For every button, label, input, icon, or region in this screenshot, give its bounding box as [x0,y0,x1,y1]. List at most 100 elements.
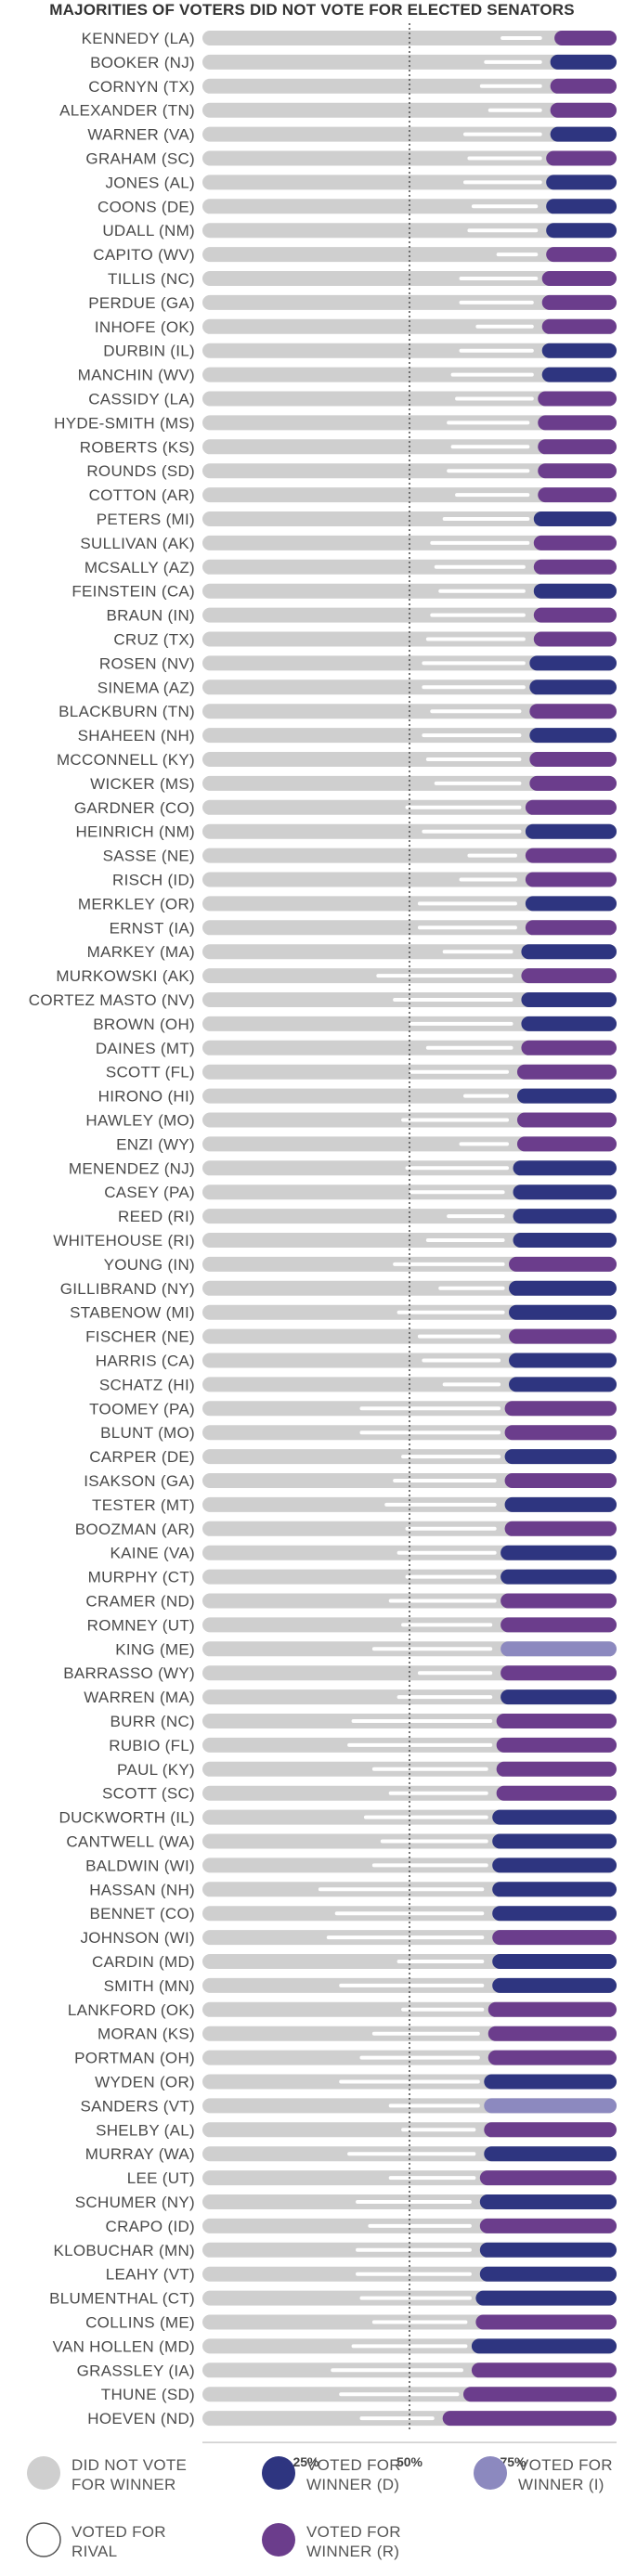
senator-row: FEINSTEIN (CA) [72,583,617,601]
senator-label: TESTER (MT) [92,1496,195,1514]
voted-for-winner-bar [516,1112,617,1128]
senator-row: BROWN (OH) [93,1016,617,1033]
voted-for-winner-bar [521,944,617,960]
voted-for-winner-bar [488,2050,617,2065]
senator-row: JONES (AL) [105,174,617,191]
senator-label: COONS (DE) [98,198,195,215]
voted-for-rival-bar [318,1887,485,1892]
chart-title: MAJORITIES OF VOTERS DID NOT VOTE FOR EL… [49,1,575,19]
voted-for-rival-bar [462,180,542,185]
voted-for-winner-bar [475,2290,617,2306]
voted-for-rival-bar [356,2247,472,2252]
voted-for-rival-bar [496,252,539,257]
voted-for-rival-bar [417,1334,501,1339]
senator-label: DURBIN (IL) [103,343,195,360]
did-not-vote-bar [202,343,617,358]
voted-for-winner-bar [504,1401,617,1417]
senator-row: SCHUMER (NY) [75,2194,617,2211]
did-not-vote-bar [202,752,617,767]
voted-for-rival-bar [447,469,530,473]
senator-label: CORNYN (TX) [88,78,195,96]
senator-label: BLUMENTHAL (CT) [49,2290,195,2308]
senator-row: HIRONO (HI) [98,1088,617,1106]
senator-row: DAINES (MT) [96,1040,617,1057]
senator-label: ENZI (WY) [116,1135,195,1153]
voted-for-winner-bar [546,175,617,190]
voted-for-rival-bar [405,805,522,809]
senator-label: CARPER (DE) [89,1448,195,1466]
voted-for-rival-bar [450,445,530,449]
senator-label: KAINE (VA) [110,1545,195,1562]
legend-label: FOR WINNER [72,2476,176,2493]
voted-for-winner-bar [533,511,617,526]
voted-for-winner-bar [479,2218,617,2233]
voted-for-winner-bar [504,1449,617,1465]
senator-row: HAWLEY (MO) [85,1112,617,1130]
voted-for-rival-bar [467,156,542,161]
voted-for-rival-bar [410,1069,510,1074]
senator-label: RISCH (ID) [112,872,195,889]
senator-label: CASEY (PA) [104,1184,195,1201]
senator-row: SCOTT (FL) [106,1064,617,1081]
senator-row: SINEMA (AZ) [98,679,617,696]
legend-label: WINNER (D) [306,2476,399,2493]
voted-for-rival-bar [376,974,514,978]
voted-for-winner-bar [533,607,617,623]
voted-for-winner-bar [525,848,617,863]
voted-for-winner-bar [509,1353,617,1368]
senator-label: MENENDEZ (NJ) [69,1159,195,1177]
legend-item: DID NOT VOTE FOR WINNER [27,2456,187,2493]
senator-row: CORNYN (TX) [88,78,617,96]
voted-for-rival-bar [447,1214,505,1219]
voted-for-rival-bar [422,733,522,738]
senator-label: BRAUN (IN) [106,607,195,625]
voted-for-winner-bar [538,487,617,503]
voted-for-rival-bar [442,517,530,521]
voted-for-winner-bar [513,1209,617,1224]
senator-row: BALDWIN (WI) [85,1857,617,1874]
did-not-vote-bar [202,199,617,214]
voted-for-winner-bar [484,2098,617,2114]
voted-for-winner-bar [442,2411,617,2427]
senator-label: CASSIDY (LA) [88,391,195,408]
voted-for-winner-bar [492,1954,617,1969]
senator-label: WYDEN (OR) [95,2074,195,2091]
senator-label: GRAHAM (SC) [85,150,195,168]
senator-row: TESTER (MT) [92,1496,617,1514]
voted-for-rival-bar [405,1166,510,1171]
senator-row: ALEXANDER (TN) [59,102,617,120]
voted-for-rival-bar [384,1502,497,1507]
x-axis: 25% 50% 75% [202,23,617,2469]
senator-row: KLOBUCHAR (MN) [54,2242,617,2259]
senator-label: PETERS (MI) [97,511,195,528]
voted-for-rival-bar [388,1599,497,1603]
voted-for-winner-bar [500,1593,617,1609]
voted-for-winner-bar [492,1833,617,1849]
senator-row: WICKER (MS) [90,775,617,793]
did-not-vote-bar [202,511,617,526]
senator-row: KAINE (VA) [110,1545,617,1562]
senator-row: CRAMER (ND) [85,1593,617,1611]
senator-row: HOEVEN (ND) [87,2410,617,2427]
senator-label: CARDIN (MD) [92,1953,195,1971]
senator-row: VAN HOLLEN (MD) [53,2337,617,2355]
voted-for-rival-bar [434,564,526,569]
senator-row: COLLINS (ME) [85,2314,617,2332]
senator-row: SANDERS (VT) [80,2097,617,2115]
voted-for-winner-bar [509,1280,617,1296]
voted-for-winner-bar [516,1136,617,1152]
senator-label: COTTON (AR) [89,486,195,504]
voted-for-winner-bar [529,775,617,791]
voted-for-winner-bar [513,1160,617,1176]
voted-for-rival-bar [425,1238,505,1242]
voted-for-winner-bar [504,1521,617,1536]
senator-label: KING (ME) [115,1640,195,1658]
senator-label: MORAN (KS) [98,2026,195,2043]
voted-for-rival-bar [347,2152,476,2156]
voted-for-winner-bar [509,1328,617,1344]
senator-row: RUBIO (FL) [109,1737,617,1754]
voted-for-rival-bar [488,108,542,112]
senator-label: RUBIO (FL) [109,1737,195,1754]
voted-for-winner-bar [546,199,617,214]
senator-label: BLACKBURN (TN) [58,703,195,720]
